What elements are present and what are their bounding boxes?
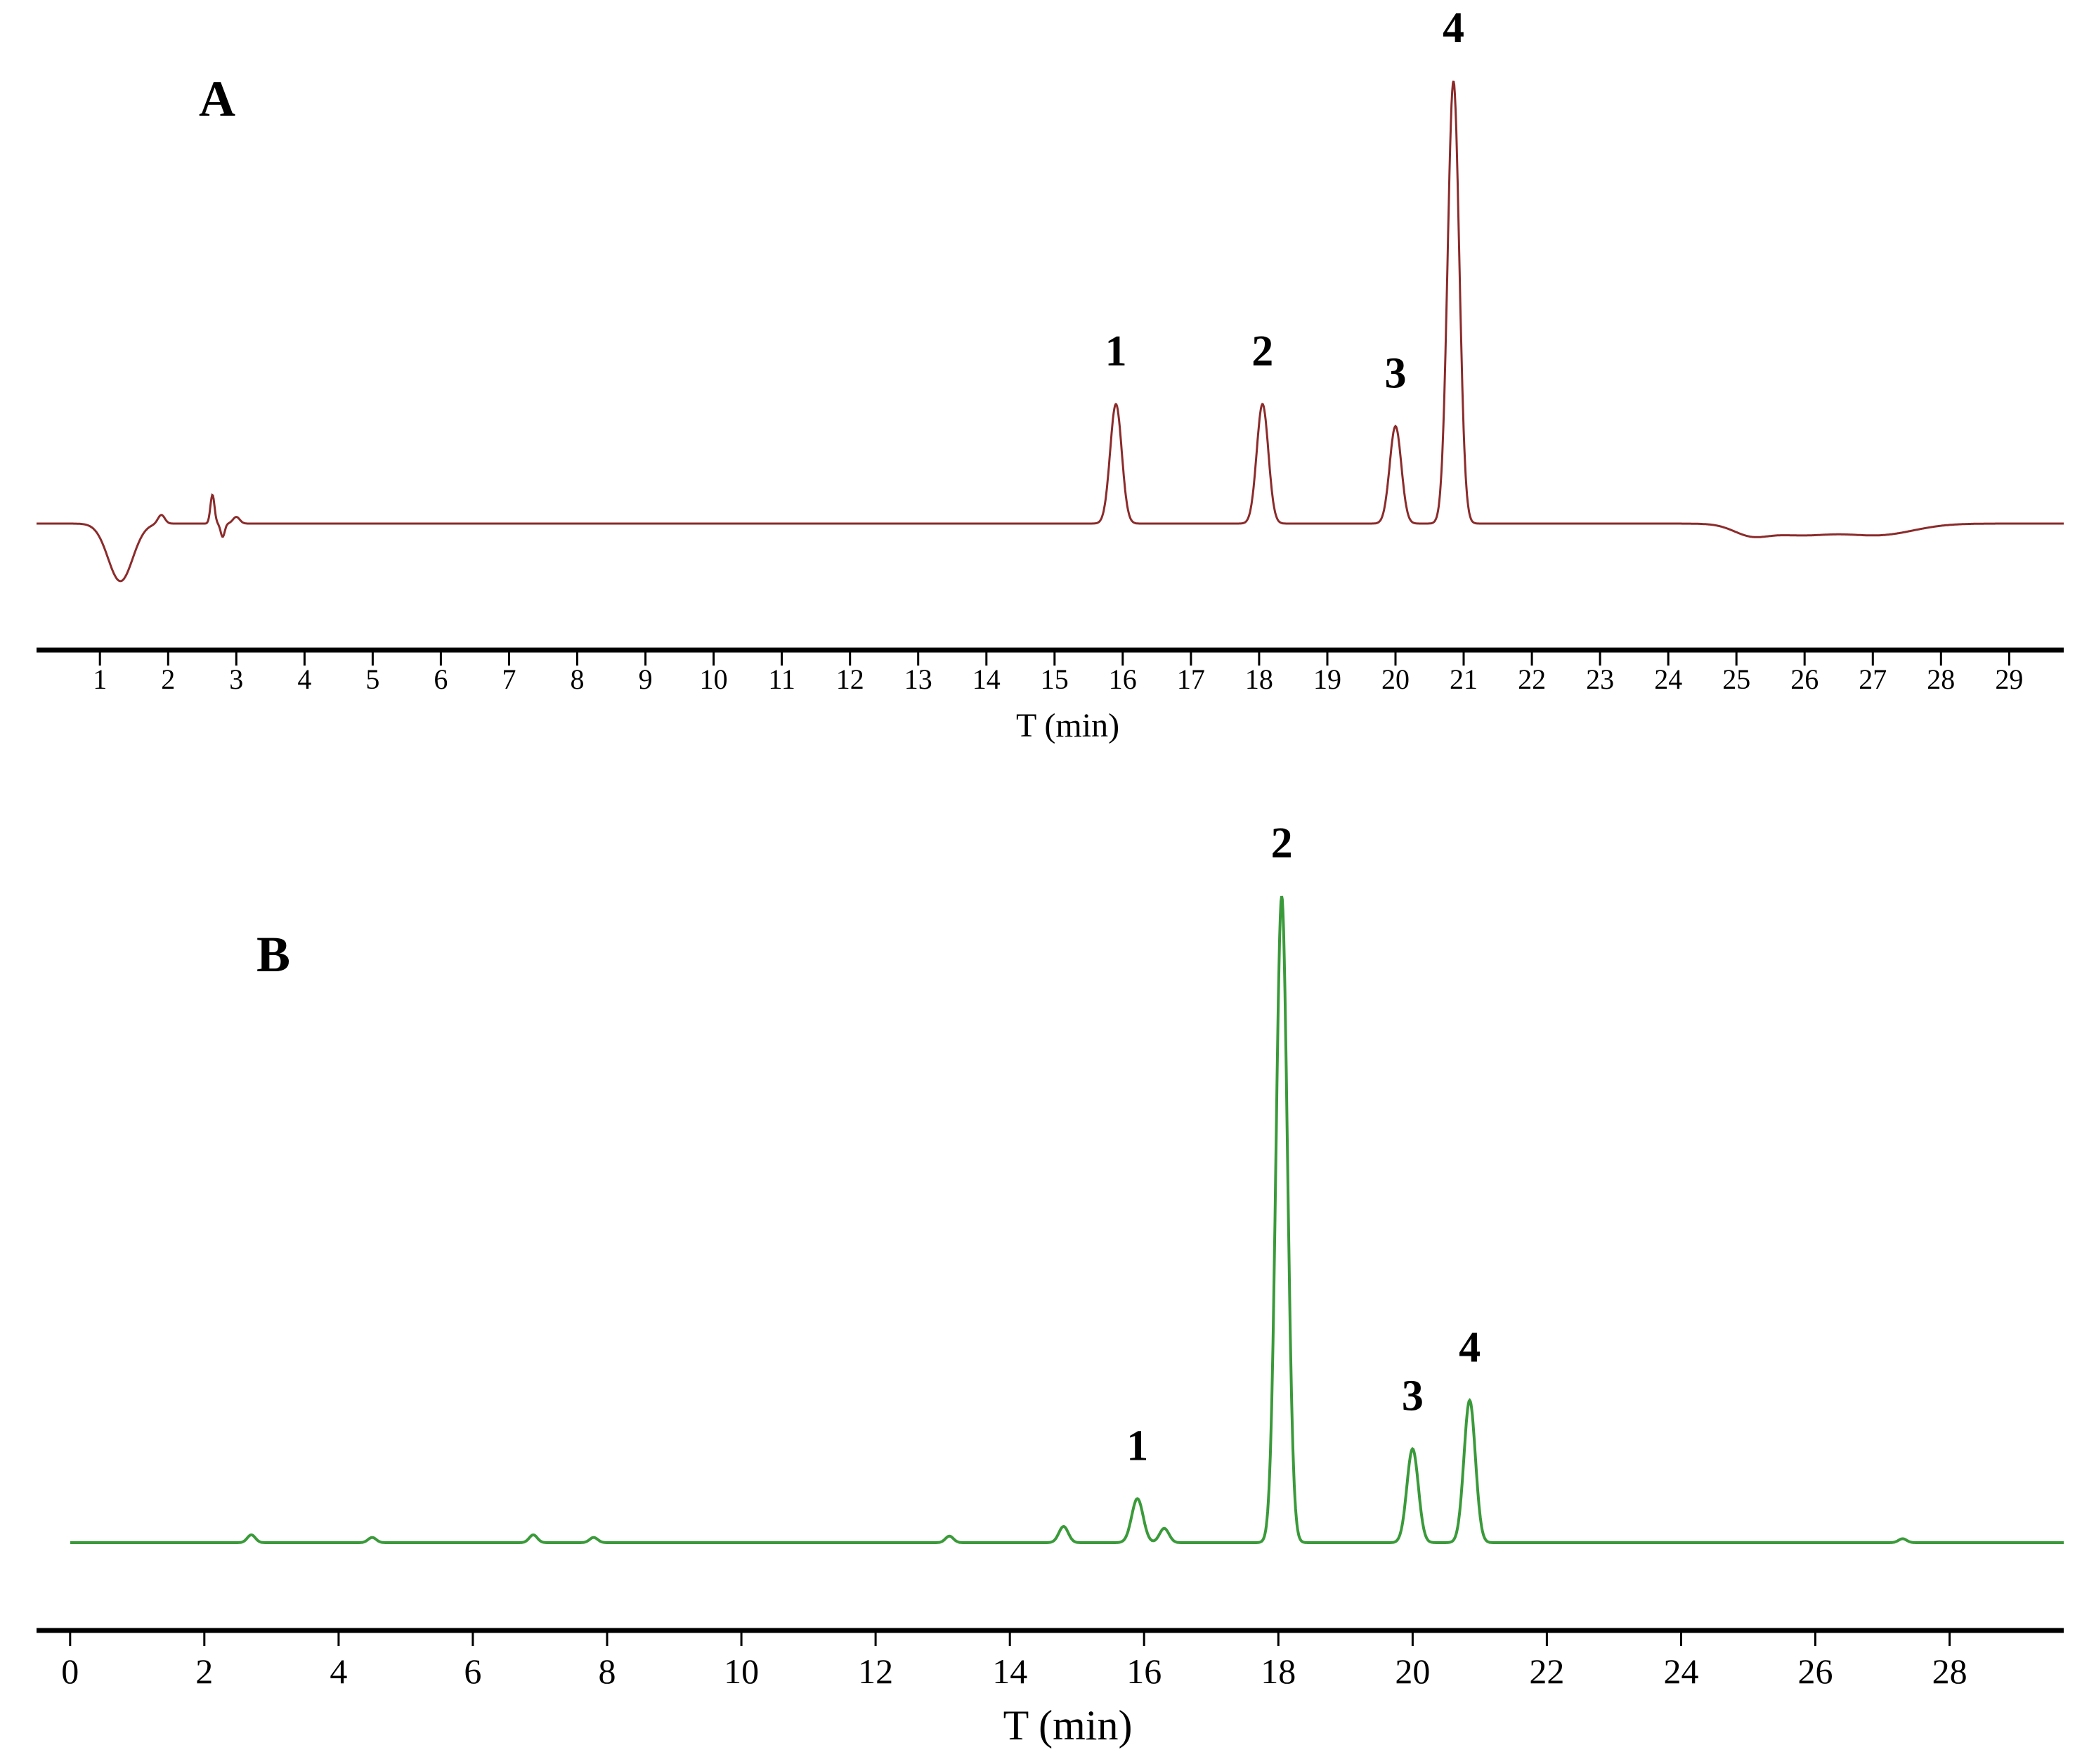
chromatogram-trace-a bbox=[37, 80, 2064, 583]
x-tick-label: 10 bbox=[724, 1652, 759, 1691]
x-tick-label: 14 bbox=[972, 663, 1001, 695]
x-tick-label: 4 bbox=[297, 663, 311, 695]
x-tick-label: 17 bbox=[1177, 663, 1205, 695]
x-tick-label: 12 bbox=[836, 663, 864, 695]
x-tick-label: 9 bbox=[639, 663, 653, 695]
x-tick-label: 3 bbox=[229, 663, 243, 695]
x-tick-label: 8 bbox=[571, 663, 585, 695]
peak-labels-a: 1 2 3 4 bbox=[1105, 4, 1464, 397]
x-tick-label: 14 bbox=[992, 1652, 1027, 1691]
x-tick-label: 18 bbox=[1245, 663, 1273, 695]
x-tick-label: 8 bbox=[599, 1652, 616, 1691]
peak-label-1: 1 bbox=[1126, 1422, 1148, 1470]
x-tick-label: 19 bbox=[1313, 663, 1341, 695]
panel-label-b: B bbox=[256, 926, 290, 982]
x-tick-label: 20 bbox=[1381, 663, 1410, 695]
x-tick-label: 2 bbox=[195, 1652, 213, 1691]
peak-label-4: 4 bbox=[1443, 4, 1464, 52]
x-tick-label: 18 bbox=[1261, 1652, 1296, 1691]
chromatogram-trace-b bbox=[70, 895, 2064, 1544]
x-tick-label: 13 bbox=[904, 663, 932, 695]
x-tick-label: 16 bbox=[1126, 1652, 1162, 1691]
x-tick-label: 21 bbox=[1450, 663, 1478, 695]
x-tick-label: 16 bbox=[1109, 663, 1137, 695]
x-tick-label: 28 bbox=[1932, 1652, 1967, 1691]
chromatogram-panel-a: A 1 2 34 1 2 3 4 5 6 7 8 9 10 11 12 13 14 15 16 17 18 19 20 21… bbox=[37, 4, 2064, 744]
x-tick-label: 27 bbox=[1859, 663, 1887, 695]
x-axis-title-a: T (min) bbox=[1016, 707, 1119, 744]
peak-label-2: 2 bbox=[1251, 327, 1273, 375]
x-ticks-b: 0 2 4 6 8 10 12 14 16 18 20 22 24 26 28 bbox=[61, 1630, 1967, 1691]
x-tick-label: 0 bbox=[61, 1652, 79, 1691]
x-tick-label: 24 bbox=[1654, 663, 1682, 695]
x-tick-label: 26 bbox=[1798, 1652, 1833, 1691]
x-tick-label: 6 bbox=[464, 1652, 481, 1691]
x-tick-label: 15 bbox=[1041, 663, 1069, 695]
panel-label-a: A bbox=[199, 71, 235, 127]
x-tick-label: 25 bbox=[1722, 663, 1750, 695]
x-tick-label: 20 bbox=[1395, 1652, 1430, 1691]
peak-label-4: 4 bbox=[1459, 1324, 1481, 1372]
x-ticks-a: 1 2 3 4 5 6 7 8 9 10 11 12 13 14 15 16 17 18 19 20 21 22 23 24 2… bbox=[93, 650, 2023, 695]
x-tick-label: 22 bbox=[1518, 663, 1546, 695]
x-axis-title-b: T (min) bbox=[1003, 1702, 1133, 1749]
peak-label-3: 3 bbox=[1402, 1373, 1424, 1420]
x-tick-label: 2 bbox=[161, 663, 175, 695]
x-tick-label: 24 bbox=[1664, 1652, 1699, 1691]
x-tick-label: 23 bbox=[1586, 663, 1614, 695]
peak-label-1: 1 bbox=[1105, 327, 1127, 375]
x-tick-label: 7 bbox=[502, 663, 516, 695]
x-tick-label: 22 bbox=[1529, 1652, 1564, 1691]
x-tick-label: 1 bbox=[93, 663, 107, 695]
x-tick-label: 6 bbox=[434, 663, 448, 695]
x-tick-label: 4 bbox=[330, 1652, 347, 1691]
peak-label-3: 3 bbox=[1385, 349, 1407, 397]
x-tick-label: 5 bbox=[365, 663, 379, 695]
x-tick-label: 28 bbox=[1927, 663, 1955, 695]
peak-labels-b: 1 2 34 bbox=[1126, 819, 1481, 1470]
x-tick-label: 10 bbox=[700, 663, 728, 695]
x-tick-label: 29 bbox=[1995, 663, 2023, 695]
x-tick-label: 11 bbox=[768, 663, 795, 695]
x-tick-label: 12 bbox=[858, 1652, 893, 1691]
x-tick-label: 26 bbox=[1790, 663, 1819, 695]
peak-label-2: 2 bbox=[1271, 819, 1293, 867]
